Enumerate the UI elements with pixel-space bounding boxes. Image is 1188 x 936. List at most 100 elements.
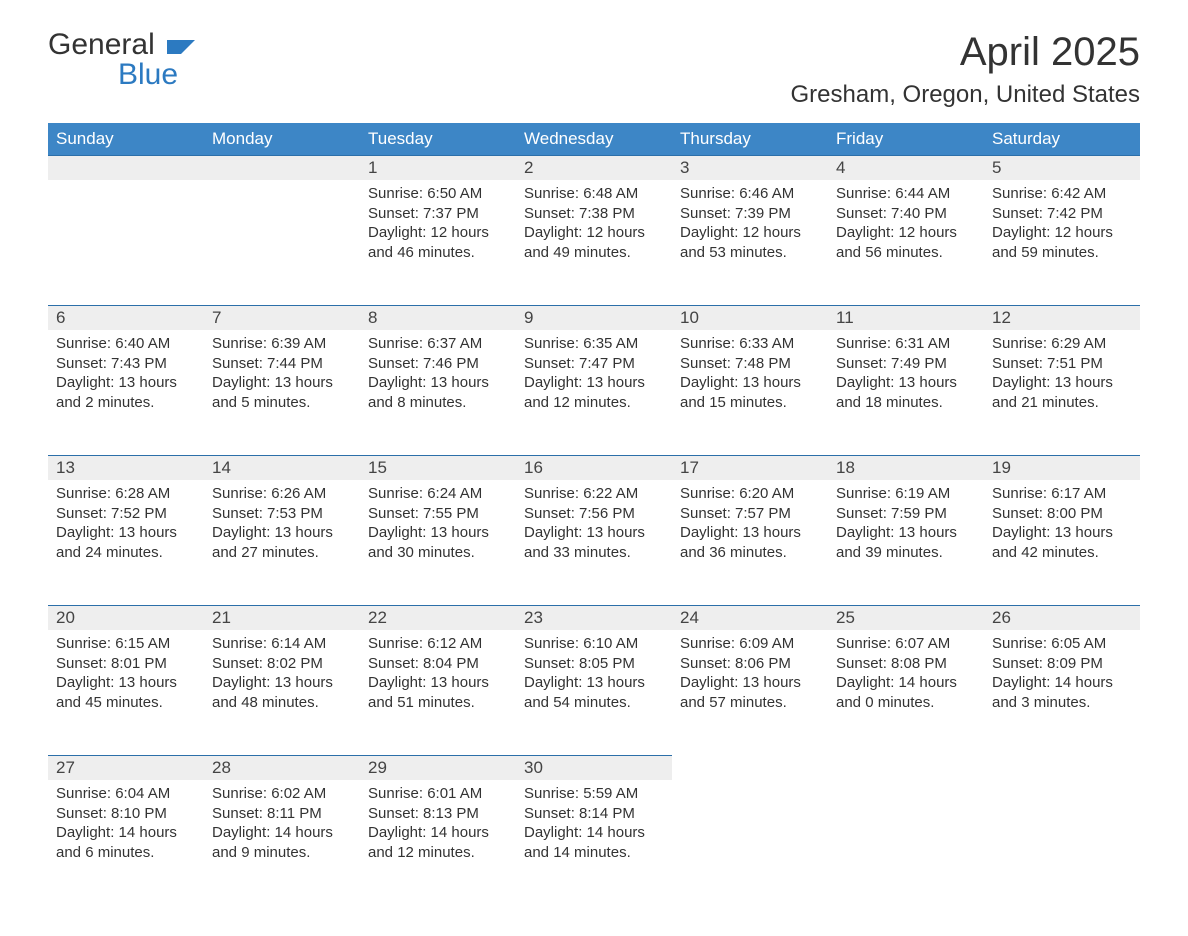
day-number: 21	[204, 606, 360, 630]
sunrise-line: Sunrise: 6:04 AM	[56, 784, 196, 804]
day-number: 17	[672, 456, 828, 480]
calendar-cell: 7Sunrise: 6:39 AMSunset: 7:44 PMDaylight…	[204, 306, 360, 456]
day-details: Sunrise: 6:19 AMSunset: 7:59 PMDaylight:…	[828, 480, 984, 572]
day-number: 2	[516, 156, 672, 180]
sunset-line: Sunset: 8:10 PM	[56, 804, 196, 824]
day-number: 20	[48, 606, 204, 630]
sunset-line: Sunset: 8:00 PM	[992, 504, 1132, 524]
daylight-line: Daylight: 13 hours and 8 minutes.	[368, 373, 508, 412]
day-details: Sunrise: 5:59 AMSunset: 8:14 PMDaylight:…	[516, 780, 672, 872]
title-block: April 2025 Gresham, Oregon, United State…	[791, 30, 1141, 109]
sunrise-line: Sunrise: 6:44 AM	[836, 184, 976, 204]
calendar-cell: 19Sunrise: 6:17 AMSunset: 8:00 PMDayligh…	[984, 456, 1140, 606]
calendar-cell: 5Sunrise: 6:42 AMSunset: 7:42 PMDaylight…	[984, 156, 1140, 306]
daylight-line: Daylight: 12 hours and 59 minutes.	[992, 223, 1132, 262]
daylight-line: Daylight: 13 hours and 5 minutes.	[212, 373, 352, 412]
sunrise-line: Sunrise: 6:14 AM	[212, 634, 352, 654]
daylight-line: Daylight: 12 hours and 49 minutes.	[524, 223, 664, 262]
logo-text: General Blue	[48, 30, 195, 90]
calendar-week-row: 6Sunrise: 6:40 AMSunset: 7:43 PMDaylight…	[48, 306, 1140, 456]
calendar-cell: 6Sunrise: 6:40 AMSunset: 7:43 PMDaylight…	[48, 306, 204, 456]
day-number: 6	[48, 306, 204, 330]
calendar-cell: 30Sunrise: 5:59 AMSunset: 8:14 PMDayligh…	[516, 756, 672, 906]
calendar-cell: 17Sunrise: 6:20 AMSunset: 7:57 PMDayligh…	[672, 456, 828, 606]
sunrise-line: Sunrise: 6:02 AM	[212, 784, 352, 804]
sunset-line: Sunset: 7:40 PM	[836, 204, 976, 224]
day-number: 5	[984, 156, 1140, 180]
sunset-line: Sunset: 7:55 PM	[368, 504, 508, 524]
day-number: 7	[204, 306, 360, 330]
sunrise-line: Sunrise: 6:09 AM	[680, 634, 820, 654]
logo-word-2: Blue	[118, 58, 178, 91]
day-details: Sunrise: 6:40 AMSunset: 7:43 PMDaylight:…	[48, 330, 204, 422]
daylight-line: Daylight: 13 hours and 39 minutes.	[836, 523, 976, 562]
day-number: 24	[672, 606, 828, 630]
day-number: 3	[672, 156, 828, 180]
sunrise-line: Sunrise: 6:05 AM	[992, 634, 1132, 654]
day-number: 12	[984, 306, 1140, 330]
sunset-line: Sunset: 8:08 PM	[836, 654, 976, 674]
calendar-cell	[204, 156, 360, 306]
sunset-line: Sunset: 8:11 PM	[212, 804, 352, 824]
calendar-cell: 20Sunrise: 6:15 AMSunset: 8:01 PMDayligh…	[48, 606, 204, 756]
weekday-header: Friday	[828, 123, 984, 156]
daylight-line: Daylight: 14 hours and 14 minutes.	[524, 823, 664, 862]
sunrise-line: Sunrise: 6:31 AM	[836, 334, 976, 354]
empty-day	[48, 156, 204, 180]
sunset-line: Sunset: 7:59 PM	[836, 504, 976, 524]
sunset-line: Sunset: 8:14 PM	[524, 804, 664, 824]
weekday-header: Monday	[204, 123, 360, 156]
calendar-cell: 25Sunrise: 6:07 AMSunset: 8:08 PMDayligh…	[828, 606, 984, 756]
sunset-line: Sunset: 7:44 PM	[212, 354, 352, 374]
day-details: Sunrise: 6:04 AMSunset: 8:10 PMDaylight:…	[48, 780, 204, 872]
sunrise-line: Sunrise: 6:29 AM	[992, 334, 1132, 354]
weekday-header-row: Sunday Monday Tuesday Wednesday Thursday…	[48, 123, 1140, 156]
daylight-line: Daylight: 12 hours and 56 minutes.	[836, 223, 976, 262]
daylight-line: Daylight: 13 hours and 42 minutes.	[992, 523, 1132, 562]
calendar-body: 1Sunrise: 6:50 AMSunset: 7:37 PMDaylight…	[48, 156, 1140, 906]
day-number: 22	[360, 606, 516, 630]
calendar-week-row: 13Sunrise: 6:28 AMSunset: 7:52 PMDayligh…	[48, 456, 1140, 606]
day-details: Sunrise: 6:42 AMSunset: 7:42 PMDaylight:…	[984, 180, 1140, 272]
daylight-line: Daylight: 13 hours and 12 minutes.	[524, 373, 664, 412]
sunset-line: Sunset: 7:48 PM	[680, 354, 820, 374]
day-number: 18	[828, 456, 984, 480]
day-number: 26	[984, 606, 1140, 630]
daylight-line: Daylight: 13 hours and 57 minutes.	[680, 673, 820, 712]
sunrise-line: Sunrise: 5:59 AM	[524, 784, 664, 804]
sunrise-line: Sunrise: 6:35 AM	[524, 334, 664, 354]
day-details: Sunrise: 6:28 AMSunset: 7:52 PMDaylight:…	[48, 480, 204, 572]
calendar-cell: 9Sunrise: 6:35 AMSunset: 7:47 PMDaylight…	[516, 306, 672, 456]
daylight-line: Daylight: 13 hours and 51 minutes.	[368, 673, 508, 712]
calendar-week-row: 1Sunrise: 6:50 AMSunset: 7:37 PMDaylight…	[48, 156, 1140, 306]
sunset-line: Sunset: 8:04 PM	[368, 654, 508, 674]
weekday-header: Saturday	[984, 123, 1140, 156]
day-number: 14	[204, 456, 360, 480]
day-details: Sunrise: 6:12 AMSunset: 8:04 PMDaylight:…	[360, 630, 516, 722]
daylight-line: Daylight: 13 hours and 30 minutes.	[368, 523, 508, 562]
day-details: Sunrise: 6:17 AMSunset: 8:00 PMDaylight:…	[984, 480, 1140, 572]
day-details: Sunrise: 6:01 AMSunset: 8:13 PMDaylight:…	[360, 780, 516, 872]
sunset-line: Sunset: 8:13 PM	[368, 804, 508, 824]
daylight-line: Daylight: 13 hours and 15 minutes.	[680, 373, 820, 412]
day-number: 10	[672, 306, 828, 330]
day-number: 28	[204, 756, 360, 780]
calendar-cell: 8Sunrise: 6:37 AMSunset: 7:46 PMDaylight…	[360, 306, 516, 456]
sunrise-line: Sunrise: 6:24 AM	[368, 484, 508, 504]
daylight-line: Daylight: 13 hours and 45 minutes.	[56, 673, 196, 712]
sunset-line: Sunset: 7:42 PM	[992, 204, 1132, 224]
calendar-table: Sunday Monday Tuesday Wednesday Thursday…	[48, 123, 1140, 906]
day-details: Sunrise: 6:31 AMSunset: 7:49 PMDaylight:…	[828, 330, 984, 422]
calendar-cell: 26Sunrise: 6:05 AMSunset: 8:09 PMDayligh…	[984, 606, 1140, 756]
day-number: 27	[48, 756, 204, 780]
sunset-line: Sunset: 7:57 PM	[680, 504, 820, 524]
day-details: Sunrise: 6:46 AMSunset: 7:39 PMDaylight:…	[672, 180, 828, 272]
day-details: Sunrise: 6:35 AMSunset: 7:47 PMDaylight:…	[516, 330, 672, 422]
weekday-header: Wednesday	[516, 123, 672, 156]
day-number: 19	[984, 456, 1140, 480]
sunset-line: Sunset: 7:56 PM	[524, 504, 664, 524]
daylight-line: Daylight: 14 hours and 0 minutes.	[836, 673, 976, 712]
daylight-line: Daylight: 14 hours and 9 minutes.	[212, 823, 352, 862]
day-number: 4	[828, 156, 984, 180]
daylight-line: Daylight: 13 hours and 27 minutes.	[212, 523, 352, 562]
